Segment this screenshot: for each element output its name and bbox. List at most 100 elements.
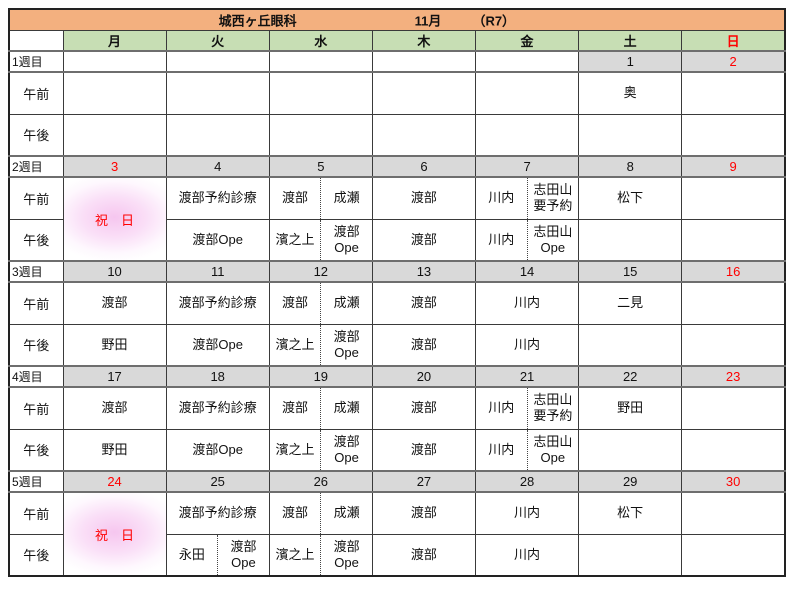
day-header-fri: 金 (474, 29, 580, 52)
date-cell-thu: 27 (371, 470, 477, 493)
date-cell-fri (474, 50, 580, 73)
period-label-pm: 午後 (8, 323, 64, 367)
staff-cell-sat (578, 533, 683, 577)
staff-cell-fri: 川内 (474, 323, 580, 367)
date-cell-wed: 19 (268, 365, 373, 388)
week-label: 4週目 (8, 365, 64, 388)
staff-cell-fri-right: 志田山 Ope (526, 218, 580, 262)
date-cell-wed: 5 (268, 155, 373, 178)
staff-cell-wed-left: 渡部 (268, 281, 321, 325)
staff-cell-sun (681, 176, 786, 220)
staff-cell-wed (268, 71, 373, 115)
staff-cell-sun (681, 218, 786, 262)
date-cell-fri: 21 (474, 365, 580, 388)
staff-cell-sun (681, 323, 786, 367)
week5-pm-row: 午後 永田 渡部 Ope 濱之上 渡部 Ope 渡部 川内 (8, 533, 786, 577)
staff-cell-thu: 渡部 (371, 218, 477, 262)
week4-am-row: 午前 渡部 渡部予約診療 渡部 成瀬 渡部 川内 志田山 要予約 野田 (8, 386, 786, 430)
schedule-table: 城西ヶ丘眼科 11月 （R7） 月 火 水 木 金 土 日 1週目 1 2 午前… (8, 8, 786, 577)
staff-cell-sat: 野田 (578, 386, 683, 430)
date-cell-mon: 17 (62, 365, 167, 388)
staff-cell-fri: 川内 (474, 533, 580, 577)
date-cell-mon: 3 (62, 155, 167, 178)
day-header-tue: 火 (165, 29, 270, 52)
staff-cell-sat: 松下 (578, 176, 683, 220)
date-cell-fri: 7 (474, 155, 580, 178)
staff-cell-mon: 渡部 (62, 281, 167, 325)
day-header-thu: 木 (371, 29, 477, 52)
staff-cell-thu: 渡部 (371, 386, 477, 430)
staff-cell-thu: 渡部 (371, 428, 477, 472)
date-cell-tue: 18 (165, 365, 270, 388)
day-header-mon: 月 (62, 29, 167, 52)
date-cell-mon: 24 (62, 470, 167, 493)
staff-cell-sat (578, 218, 683, 262)
date-cell-tue: 25 (165, 470, 270, 493)
date-cell-thu (371, 50, 477, 73)
staff-cell-sat (578, 113, 683, 157)
date-cell-tue: 4 (165, 155, 270, 178)
period-label-am: 午前 (8, 176, 64, 220)
staff-cell-tue: 渡部予約診療 (165, 386, 270, 430)
staff-cell-sun (681, 428, 786, 472)
week-label: 3週目 (8, 260, 64, 283)
era-label: （R7） (472, 13, 516, 29)
staff-cell-wed-left: 濱之上 (268, 428, 321, 472)
staff-cell-mon: 野田 (62, 428, 167, 472)
staff-cell-sun (681, 113, 786, 157)
period-label-am: 午前 (8, 71, 64, 115)
staff-cell-mon (62, 113, 167, 157)
staff-cell-tue: 渡部予約診療 (165, 281, 270, 325)
week5-date-row: 5週目 24 25 26 27 28 29 30 (8, 470, 786, 493)
staff-cell-thu: 渡部 (371, 281, 477, 325)
staff-cell-sat (578, 428, 683, 472)
staff-cell-tue: 渡部予約診療 (165, 176, 270, 220)
staff-cell-sun (681, 71, 786, 115)
staff-cell-fri-right: 志田山 要予約 (526, 386, 580, 430)
staff-cell-wed-left: 濱之上 (268, 218, 321, 262)
staff-cell-fri-left: 川内 (475, 176, 528, 220)
staff-cell-tue-left: 永田 (165, 533, 218, 577)
day-header-wed: 水 (268, 29, 373, 52)
staff-cell-wed-right: 渡部 Ope (320, 218, 373, 262)
date-cell-fri: 14 (474, 260, 580, 283)
staff-cell-tue: 渡部Ope (165, 323, 270, 367)
corner-cell (8, 29, 64, 52)
week-label: 2週目 (8, 155, 64, 178)
week-label: 1週目 (8, 50, 64, 73)
date-cell-fri: 28 (474, 470, 580, 493)
date-cell-tue (165, 50, 270, 73)
date-cell-wed: 12 (268, 260, 373, 283)
week5-am-row: 午前 祝 日 渡部予約診療 渡部 成瀬 渡部 川内 松下 (8, 491, 786, 577)
clinic-name: 城西ヶ丘眼科 (218, 13, 297, 29)
week4-date-row: 4週目 17 18 19 20 21 22 23 (8, 365, 786, 388)
staff-cell-sun (681, 281, 786, 325)
staff-cell-mon: 渡部 (62, 386, 167, 430)
staff-cell-wed-right: 成瀬 (320, 491, 373, 535)
staff-cell-wed-right: 渡部 Ope (320, 323, 373, 367)
date-cell-sat: 29 (578, 470, 683, 493)
week-label: 5週目 (8, 470, 64, 493)
week3-am-row: 午前 渡部 渡部予約診療 渡部 成瀬 渡部 川内 二見 (8, 281, 786, 325)
date-cell-mon: 10 (62, 260, 167, 283)
staff-cell-wed-left: 渡部 (268, 386, 321, 430)
week4-pm-row: 午後 野田 渡部Ope 濱之上 渡部 Ope 渡部 川内 志田山 Ope (8, 428, 786, 472)
staff-cell-wed-right: 成瀬 (320, 386, 373, 430)
staff-cell-wed-left: 渡部 (268, 491, 321, 535)
staff-cell-thu: 渡部 (371, 176, 477, 220)
staff-cell-thu (371, 71, 477, 115)
title-cell: 城西ヶ丘眼科 11月 （R7） (8, 8, 786, 31)
staff-cell-wed-right: 成瀬 (320, 176, 373, 220)
week2-am-row: 午前 祝 日 渡部予約診療 渡部 成瀬 渡部 川内 志田山 要予約 松下 (8, 176, 786, 262)
staff-cell-thu (371, 113, 477, 157)
date-cell-mon (62, 50, 167, 73)
date-cell-thu: 20 (371, 365, 477, 388)
period-label-pm: 午後 (8, 218, 64, 262)
staff-cell-thu: 渡部 (371, 491, 477, 535)
staff-cell-thu: 渡部 (371, 323, 477, 367)
month-label: 11月 (414, 13, 442, 29)
date-cell-sat: 1 (578, 50, 683, 73)
staff-cell-tue: 渡部Ope (165, 428, 270, 472)
staff-cell-wed-left: 濱之上 (268, 533, 321, 577)
date-cell-wed: 26 (268, 470, 373, 493)
